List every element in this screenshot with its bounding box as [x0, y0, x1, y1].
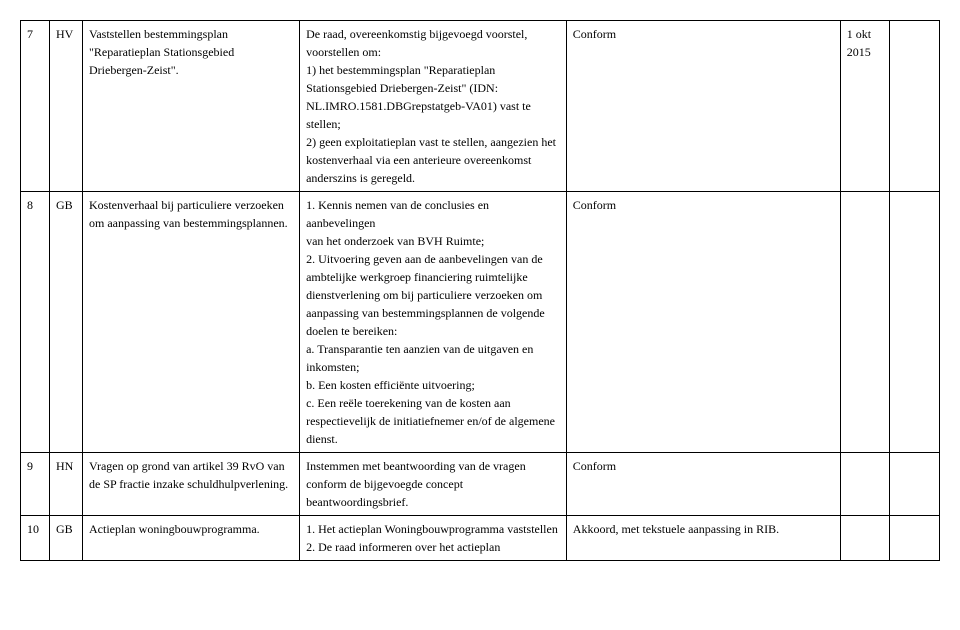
row-date: 1 okt 2015	[840, 21, 890, 192]
table-row: 8GBKostenverhaal bij particuliere verzoe…	[21, 192, 940, 453]
row-subject: Vaststellen bestemmingsplan "Reparatiepl…	[83, 21, 300, 192]
row-extra	[890, 192, 940, 453]
document-table: 7HVVaststellen bestemmingsplan "Reparati…	[20, 20, 940, 561]
row-extra	[890, 516, 940, 561]
row-date	[840, 453, 890, 516]
row-number: 9	[21, 453, 50, 516]
row-number: 10	[21, 516, 50, 561]
row-decision: Conform	[566, 192, 840, 453]
row-date	[840, 516, 890, 561]
row-code: GB	[49, 516, 82, 561]
row-number: 8	[21, 192, 50, 453]
row-subject: Actieplan woningbouwprogramma.	[83, 516, 300, 561]
row-date	[840, 192, 890, 453]
table-row: 7HVVaststellen bestemmingsplan "Reparati…	[21, 21, 940, 192]
row-proposal: De raad, overeenkomstig bijgevoegd voors…	[300, 21, 567, 192]
row-decision: Conform	[566, 453, 840, 516]
row-code: GB	[49, 192, 82, 453]
row-proposal: 1. Het actieplan Woningbouwprogramma vas…	[300, 516, 567, 561]
table-row: 9HNVragen op grond van artikel 39 RvO va…	[21, 453, 940, 516]
row-extra	[890, 453, 940, 516]
row-decision: Conform	[566, 21, 840, 192]
row-subject: Vragen op grond van artikel 39 RvO van d…	[83, 453, 300, 516]
row-number: 7	[21, 21, 50, 192]
row-decision: Akkoord, met tekstuele aanpassing in RIB…	[566, 516, 840, 561]
row-subject: Kostenverhaal bij particuliere verzoeken…	[83, 192, 300, 453]
row-extra	[890, 21, 940, 192]
row-code: HN	[49, 453, 82, 516]
row-code: HV	[49, 21, 82, 192]
row-proposal: 1. Kennis nemen van de conclusies en aan…	[300, 192, 567, 453]
row-proposal: Instemmen met beantwoording van de vrage…	[300, 453, 567, 516]
table-row: 10GBActieplan woningbouwprogramma.1. Het…	[21, 516, 940, 561]
